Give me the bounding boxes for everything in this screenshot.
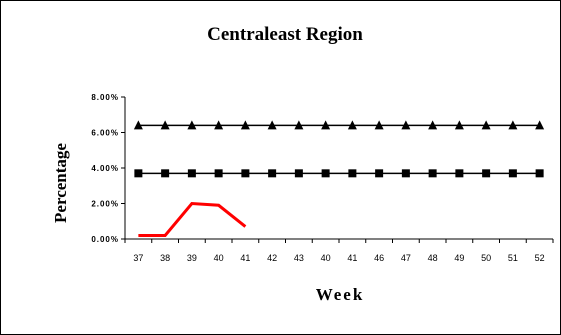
square-marker	[508, 169, 517, 178]
x-tick-label: 43	[294, 253, 304, 263]
triangle-marker	[347, 120, 357, 130]
square-marker	[161, 169, 170, 178]
x-tick-label: 50	[481, 253, 491, 263]
triangle-marker	[401, 120, 411, 130]
square-marker	[241, 169, 250, 178]
triangle-marker	[428, 120, 438, 130]
x-tick-label: 46	[374, 253, 384, 263]
square-marker	[401, 169, 410, 178]
y-tick-label: 0.00%	[91, 235, 119, 244]
y-tick-label: 6.00%	[91, 129, 119, 138]
triangle-marker	[267, 120, 277, 130]
triangle-marker	[481, 120, 491, 130]
x-tick-label: 42	[267, 253, 277, 263]
x-tick-label: 37	[133, 253, 143, 263]
y-tick-label: 8.00%	[91, 93, 119, 102]
triangle-marker	[214, 120, 224, 130]
x-tick-label: 38	[160, 253, 170, 263]
x-tick-label: 41	[240, 253, 250, 263]
triangle-marker	[454, 120, 464, 130]
square-marker	[214, 169, 223, 178]
square-marker	[348, 169, 357, 178]
x-tick-label: 41	[347, 253, 357, 263]
square-marker	[375, 169, 384, 178]
triangle-marker	[374, 120, 384, 130]
x-tick-label: 40	[321, 253, 331, 263]
square-marker	[134, 169, 143, 178]
square-marker	[294, 169, 303, 178]
square-marker	[268, 169, 277, 178]
square-marker	[482, 169, 491, 178]
series-line-3	[138, 201, 247, 237]
triangle-marker	[508, 120, 518, 130]
x-tick-label: 52	[535, 253, 545, 263]
square-marker	[187, 169, 196, 178]
triangle-marker	[160, 120, 170, 130]
y-tick-label: 2.00%	[91, 200, 119, 209]
triangle-marker	[321, 120, 331, 130]
triangle-marker	[187, 120, 197, 130]
square-marker	[455, 169, 464, 178]
triangle-marker	[535, 120, 545, 130]
square-marker	[428, 169, 437, 178]
square-marker	[535, 169, 544, 178]
triangle-marker	[294, 120, 304, 130]
x-tick-label: 48	[428, 253, 438, 263]
x-tick-label: 39	[187, 253, 197, 263]
square-marker	[321, 169, 330, 178]
y-axis-title: Percentage	[51, 143, 70, 223]
x-tick-label: 51	[508, 253, 518, 263]
triangle-marker	[240, 120, 250, 130]
x-tick-label: 40	[214, 253, 224, 263]
plot-area: 0.00% 2.00% 4.00% 6.00% 8.00% 37 38 39 40 41 42 43 4…	[91, 93, 554, 263]
chart-title: Centraleast Region	[207, 24, 363, 45]
x-tick-label: 47	[401, 253, 411, 263]
triangle-marker	[133, 120, 143, 130]
x-axis-title: Week	[316, 285, 365, 304]
x-tick-label: 49	[454, 253, 464, 263]
y-tick-label: 4.00%	[91, 164, 119, 173]
